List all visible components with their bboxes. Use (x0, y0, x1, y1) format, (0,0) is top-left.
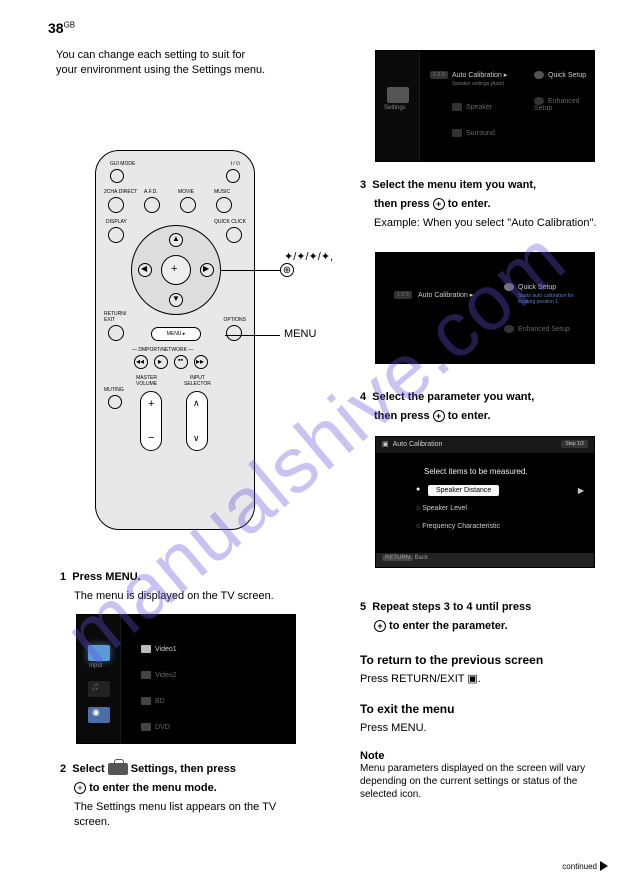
camera-icon: ▣ (382, 441, 389, 448)
volume-rocker: + − (140, 391, 162, 451)
row2-btn-1 (144, 197, 160, 213)
arrow-left-icon: ◀ (141, 264, 147, 273)
option-selected: Speaker Distance (428, 485, 499, 496)
list-item: Video2 (141, 671, 177, 679)
arrow-up-icon: ▲ (172, 234, 180, 243)
list-item: Quick Setup (504, 283, 556, 291)
label-master-vol: MASTER VOLUME (136, 375, 157, 387)
label-muting: MUTING (104, 387, 124, 393)
label-row2-3: MUSIC (214, 189, 230, 195)
gui-mode-button (110, 169, 124, 183)
label-guide: QUICK CLICK (214, 219, 246, 225)
side-label-input: Input (89, 663, 102, 669)
step-4-line2: then press + to enter. (374, 409, 600, 424)
step-badge-icon: 1·2·3 (394, 291, 412, 299)
input-rocker: ∧ ∨ (186, 391, 208, 451)
leader-dpad (220, 270, 280, 271)
settings-toolbox-side-icon (387, 87, 409, 103)
list-item: DVD (141, 723, 170, 731)
step-5: 5 Repeat steps 3 to 4 until press (360, 600, 600, 615)
option: Frequency Characteristic (416, 523, 500, 530)
step-4: 4 Select the parameter you want, (360, 390, 600, 405)
step-2: 2 Select Settings, then press (60, 762, 310, 777)
continued-arrow-icon (600, 861, 608, 871)
step-1: 1 Press MENU. (60, 570, 310, 585)
step-1-sub: The menu is displayed on the TV screen. (74, 589, 310, 604)
return-button (108, 325, 124, 341)
label-gui-mode: GUI MODE (110, 161, 135, 167)
muting-button (108, 395, 122, 409)
list-item: Auto Calibration ▸ (418, 291, 473, 299)
step-2-sub: The Settings menu list appears on the TV… (74, 800, 310, 830)
list-item: Surround (452, 129, 495, 137)
label-options: OPTIONS (223, 317, 246, 323)
chevron-right-icon: ▶ (578, 486, 584, 495)
callout-dpad-icon: ⊕ (280, 263, 294, 277)
settings-toolbox-icon (108, 763, 128, 775)
label-input-sel: INPUT SELECTOR (184, 375, 211, 387)
step-3-sub: Example: When you select "Auto Calibrati… (374, 216, 600, 231)
step-5-line2: + to enter the parameter. (374, 619, 600, 634)
label-row2-1: A.F.D. (144, 189, 158, 195)
shot4-heading: Select items to be measured. (424, 467, 528, 476)
list-item: Video1 (141, 645, 177, 653)
power-button (226, 169, 240, 183)
step-2-line2: + to enter the menu mode. (74, 781, 310, 796)
screenshot-select-items: ▣Auto Calibration Step 1/2 Select items … (375, 436, 595, 568)
row2-btn-0 (108, 197, 124, 213)
continued-badge: continued (562, 861, 608, 871)
prev-screen-body: Press RETURN/EXIT ▣. (360, 672, 600, 687)
prev-screen-title: To return to the previous screen (360, 652, 600, 668)
list-item: Speaker (452, 103, 492, 111)
shot4-topbar: ▣Auto Calibration Step 1/2 (376, 437, 594, 453)
list-item: BD (141, 697, 165, 705)
arrow-down-icon: ▼ (172, 294, 180, 303)
options-button (226, 325, 242, 341)
row2-btn-2 (180, 197, 196, 213)
step-3-line2: then press + to enter. (374, 197, 600, 212)
row2-btn-3 (216, 197, 232, 213)
dpad-plus-icon: + (171, 263, 177, 275)
label-display: DISPLAY (106, 219, 127, 225)
label-dmport: — DMPORT/NETWORK — (132, 347, 193, 353)
note-body: Menu parameters displayed on the screen … (360, 762, 600, 801)
remote-control-diagram: GUI MODE I / ⏻ 2CHA.DIRECT A.F.D. MOVIE … (95, 150, 255, 530)
exit-menu-title: To exit the menu (360, 701, 600, 717)
page-number: 38GB (48, 20, 75, 36)
label-row2-0: 2CHA.DIRECT (104, 189, 137, 195)
intro-text: You can change each setting to suit for … (56, 48, 266, 78)
note-title: Note (360, 750, 600, 762)
label-return: RETURN/ EXIT (104, 311, 126, 323)
screenshot-auto-calibration: 1·2·3 Auto Calibration ▸ Quick Setup Sta… (375, 252, 595, 364)
exit-menu-body: Press MENU. (360, 721, 600, 736)
list-item-sub: Speaker settings (Auto) (452, 81, 504, 87)
label-row2-2: MOVIE (178, 189, 194, 195)
callout-dpad-label: ✦/✦/✦/✦, (284, 250, 333, 263)
list-item: Enhanced Setup (504, 325, 570, 333)
step-badge-icon: 1·2·3 (430, 71, 448, 79)
input-icon (88, 645, 110, 661)
guide-button (226, 227, 242, 243)
screenshot-input-menu: Input ♫ ◉ Video1 Video2 BD DVD (76, 614, 296, 744)
list-item: Quick Setup (534, 71, 586, 79)
step-chip: Step 1/2 (561, 440, 588, 448)
label-power: I / ⏻ (230, 161, 240, 167)
screenshot-settings-menu: Settings 1·2·3 Auto Calibration ▸ Speake… (375, 50, 595, 162)
shot4-botbar: RETURN Back (376, 553, 594, 567)
list-item: Enhanced Setup (534, 97, 594, 112)
side-label-settings: Settings (384, 105, 406, 111)
option: Speaker Level (416, 505, 467, 512)
arrow-right-icon: ▶ (203, 264, 209, 273)
callout-menu-label: MENU (284, 328, 316, 340)
leader-menu (225, 335, 280, 336)
list-item-sub: Starts auto calibration for locating pos… (518, 293, 590, 305)
radio-selected-icon: ● (416, 486, 420, 493)
step-3: 3 Select the menu item you want, (360, 178, 600, 193)
display-button (108, 227, 124, 243)
menu-button: MENU ▸ (151, 327, 201, 341)
list-item: Auto Calibration ▸ (452, 71, 507, 79)
